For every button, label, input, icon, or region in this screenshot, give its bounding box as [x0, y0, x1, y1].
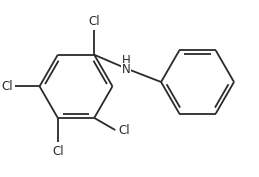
Text: Cl: Cl [1, 80, 13, 93]
Text: Cl: Cl [118, 124, 130, 137]
Text: H: H [121, 55, 130, 67]
Text: N: N [121, 63, 130, 76]
Text: Cl: Cl [52, 145, 64, 158]
Text: Cl: Cl [88, 15, 100, 28]
